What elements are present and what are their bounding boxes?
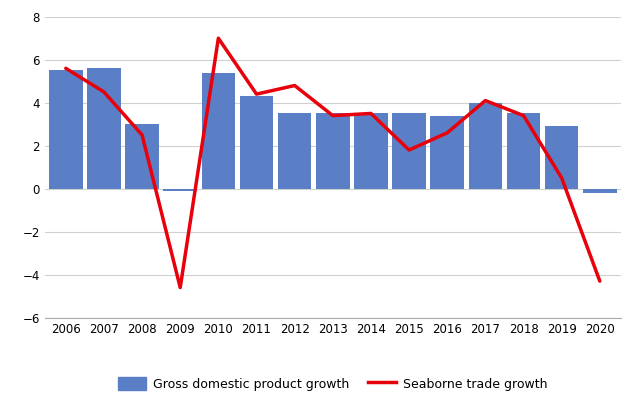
Bar xyxy=(431,116,464,189)
Bar xyxy=(278,113,312,189)
Bar xyxy=(125,124,159,189)
Bar xyxy=(545,126,579,189)
Bar xyxy=(392,113,426,189)
Bar xyxy=(240,96,273,189)
Bar xyxy=(202,73,235,189)
Bar xyxy=(507,113,540,189)
Bar xyxy=(49,71,83,189)
Bar xyxy=(87,68,121,189)
Bar xyxy=(583,189,616,193)
Bar xyxy=(354,113,388,189)
Bar xyxy=(163,189,197,191)
Bar xyxy=(468,103,502,189)
Bar xyxy=(316,113,349,189)
Legend: Gross domestic product growth, Seaborne trade growth: Gross domestic product growth, Seaborne … xyxy=(113,372,552,396)
